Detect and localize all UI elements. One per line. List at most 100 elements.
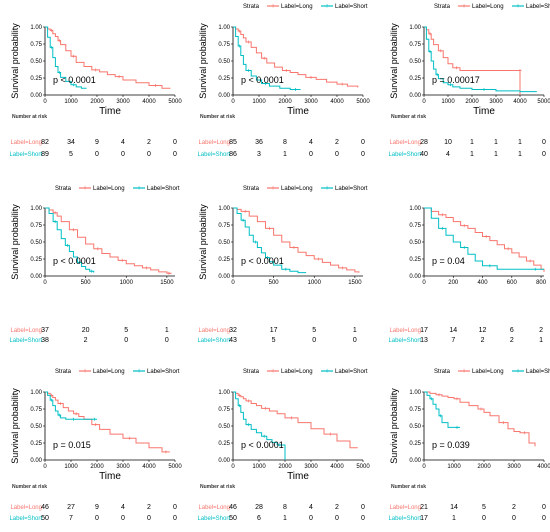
legend-key-censor: + — [516, 368, 520, 375]
x-axis-title: Time — [99, 106, 121, 117]
censor-mark — [247, 69, 251, 73]
risk-count: 8 — [283, 139, 287, 146]
censor-mark — [238, 29, 241, 33]
risk-table-title: Number at risk — [200, 484, 235, 490]
x-tick-label: 5000 — [168, 99, 182, 105]
legend-entry-1: Label=Long — [93, 369, 125, 375]
km-panel-8: Strata + Label=Long + Label=Short 0.00 0.25 0.5… — [197, 368, 370, 522]
y-tick-label: 0.50 — [30, 240, 42, 246]
x-tick-label: 4000 — [330, 99, 344, 105]
risk-count: 28 — [420, 139, 428, 146]
legend-title: Strata — [434, 369, 451, 375]
legend-entry-1: Label=Long — [281, 186, 313, 192]
p-value: p < 0.0001 — [53, 256, 96, 266]
censor-mark — [462, 224, 466, 228]
risk-count: 9 — [95, 504, 99, 511]
x-tick-label: 0 — [43, 464, 47, 470]
risk-count: 0 — [542, 504, 546, 511]
censor-mark — [241, 218, 245, 222]
risk-row-label: Label=Long — [389, 505, 421, 511]
legend-key-censor: + — [271, 185, 275, 192]
risk-count: 0 — [121, 151, 125, 158]
x-tick-label: 0 — [422, 99, 426, 105]
censor-mark — [50, 45, 53, 49]
censor-mark — [243, 209, 247, 213]
risk-count: 6 — [257, 515, 261, 522]
km-curve-short — [424, 391, 460, 428]
km-panel-7: Strata + Label=Long + Label=Short 0.00 0.25 0.5… — [9, 368, 182, 522]
y-tick-label: 0.25 — [30, 76, 42, 82]
risk-table-title: Number at risk — [200, 114, 235, 120]
risk-count: 4 — [309, 139, 313, 146]
risk-count: 1 — [452, 515, 456, 522]
legend-entry-2: Label=Short — [335, 4, 368, 10]
censor-mark — [94, 68, 98, 72]
risk-count: 2 — [510, 337, 514, 344]
censor-mark — [50, 398, 53, 402]
risk-count: 37 — [41, 327, 49, 334]
censor-mark — [120, 258, 124, 262]
p-value: p = 0.00017 — [432, 75, 480, 85]
risk-count: 2 — [481, 337, 485, 344]
x-tick-label: 1000 — [252, 464, 266, 470]
risk-count: 3 — [257, 151, 261, 158]
censor-mark — [430, 397, 433, 401]
censor-mark — [455, 425, 459, 429]
x-tick-label: 0 — [43, 99, 47, 105]
censor-mark — [284, 69, 288, 73]
risk-count: 4 — [121, 504, 125, 511]
x-tick-label: 2000 — [477, 464, 491, 470]
censor-mark — [71, 228, 75, 232]
risk-count: 38 — [41, 337, 49, 344]
legend: Strata + Label=Long + Label=Short — [243, 368, 368, 375]
censor-mark — [94, 423, 98, 427]
risk-count: 12 — [479, 327, 487, 334]
risk-row-label: Label=Long — [10, 328, 42, 334]
risk-count: 0 — [95, 151, 99, 158]
legend-entry-2: Label=Short — [526, 369, 550, 375]
p-value: p < 0.0001 — [53, 75, 96, 85]
censor-mark — [72, 417, 76, 421]
risk-count: 85 — [229, 139, 237, 146]
legend-key-censor: + — [271, 3, 275, 10]
x-tick-label: 3000 — [304, 464, 318, 470]
censor-mark — [482, 88, 486, 92]
risk-row-label: Label=Long — [198, 328, 230, 334]
censor-mark — [528, 259, 532, 263]
censor-mark — [253, 240, 257, 244]
risk-count: 32 — [229, 327, 237, 334]
risk-count: 0 — [512, 515, 516, 522]
p-value: p = 0.015 — [53, 440, 91, 450]
y-tick-label: 0.50 — [30, 59, 42, 65]
x-tick-label: 3000 — [304, 99, 318, 105]
km-curve-long — [45, 207, 172, 274]
y-axis-title: Survival probability — [198, 23, 208, 99]
legend-entry-2: Label=Short — [147, 369, 180, 375]
censor-mark — [96, 247, 100, 251]
risk-count: 0 — [353, 337, 357, 344]
censor-mark — [502, 421, 505, 425]
risk-count: 1 — [470, 139, 474, 146]
risk-count: 1 — [494, 151, 498, 158]
risk-count: 0 — [173, 504, 177, 511]
km-panel-9: Strata + Label=Long + Label=Short 0.00 0.25 0.5… — [388, 368, 550, 522]
x-tick-label: 1500 — [348, 280, 362, 286]
km-curve-short — [45, 391, 97, 420]
censor-mark — [57, 413, 61, 417]
risk-count: 82 — [41, 139, 49, 146]
legend-title: Strata — [243, 186, 260, 192]
risk-row-label: Label=Short — [388, 516, 421, 522]
x-axis-title: Time — [287, 471, 309, 482]
censor-mark — [293, 88, 297, 92]
risk-count: 5 — [312, 327, 316, 334]
risk-count: 4 — [309, 504, 313, 511]
risk-count: 27 — [67, 504, 75, 511]
censor-mark — [264, 81, 267, 85]
censor-mark — [440, 226, 444, 230]
y-axis-title: Survival probability — [389, 23, 399, 99]
risk-count: 0 — [542, 139, 546, 146]
legend-entry-1: Label=Long — [93, 186, 125, 192]
legend-key-censor: + — [325, 185, 329, 192]
x-tick-label: 3000 — [116, 464, 130, 470]
x-tick-label: 2000 — [278, 99, 292, 105]
